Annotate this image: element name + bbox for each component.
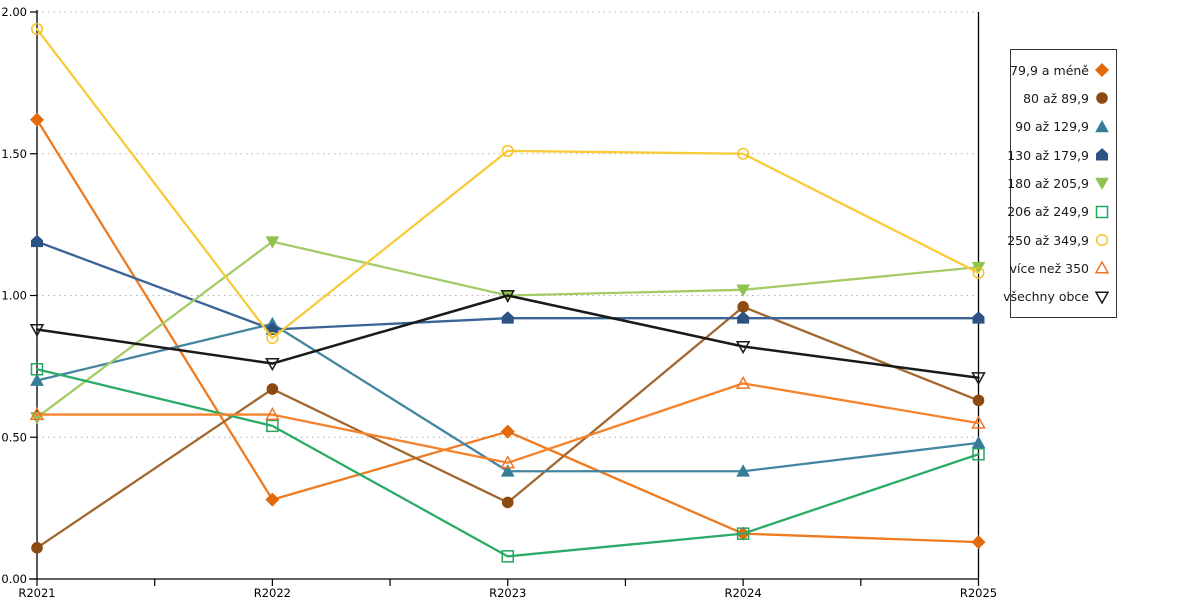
series-line	[35, 240, 980, 419]
data-point-marker	[29, 323, 45, 338]
data-point-marker	[1094, 291, 1110, 305]
data-point-marker	[972, 311, 985, 324]
data-point-marker	[501, 311, 514, 324]
legend-triangle-up-icon	[1094, 260, 1110, 275]
data-point-marker	[266, 322, 279, 336]
data-point-marker	[500, 424, 515, 439]
data-point-marker	[501, 550, 514, 563]
legend-item-label: 80 až 89,9	[1023, 90, 1089, 106]
legend-item-label: všechny obce	[1003, 289, 1089, 305]
data-point-marker	[1095, 178, 1109, 191]
data-point-marker	[266, 383, 279, 395]
data-point-marker	[266, 419, 279, 433]
legend-item-label: 130 až 179,9	[1007, 147, 1089, 163]
data-point-marker	[30, 362, 44, 376]
legend-item-label: 79,9 a méně	[1010, 62, 1089, 78]
data-point-marker	[30, 22, 44, 36]
y-axis-tick-label: 2.00	[1, 5, 27, 19]
data-point-marker	[736, 464, 750, 477]
data-point-marker	[265, 236, 280, 249]
data-point-marker	[1094, 260, 1110, 275]
x-axis-tick-label: R2025	[960, 586, 997, 600]
data-point-marker	[501, 496, 514, 509]
data-point-marker	[737, 147, 750, 160]
data-point-marker	[971, 372, 986, 386]
data-point-marker	[500, 289, 516, 304]
data-point-marker	[736, 284, 750, 297]
legend-triangle-up-icon	[1095, 119, 1109, 133]
legend-triangle-down-icon	[1095, 178, 1109, 191]
y-axis-tick-label: 0.00	[1, 572, 27, 586]
legend-circle-icon	[1096, 92, 1108, 105]
legend-square-icon	[1095, 205, 1109, 219]
data-point-marker	[501, 144, 514, 157]
series-line	[35, 27, 980, 340]
series-line	[35, 382, 980, 464]
data-point-marker	[1096, 148, 1108, 161]
series-line	[35, 118, 980, 544]
legend-circle-icon	[1095, 234, 1109, 247]
data-point-marker	[29, 112, 45, 127]
data-point-marker	[265, 407, 280, 421]
x-axis-tick-label: R2021	[18, 586, 55, 600]
legend-item: 80 až 89,9	[1013, 87, 1110, 109]
data-point-marker	[971, 435, 986, 449]
x-axis-tick-label: R2023	[489, 586, 526, 600]
data-point-marker	[971, 535, 986, 550]
data-point-marker	[265, 357, 280, 372]
legend-item: 206 až 249,9	[1007, 201, 1110, 223]
data-point-marker	[736, 527, 750, 540]
data-point-marker	[737, 311, 750, 324]
data-point-marker	[31, 542, 43, 554]
x-axis-tick-label: R2024	[724, 586, 761, 600]
data-point-marker	[1095, 234, 1109, 247]
data-point-marker	[1094, 63, 1110, 78]
legend-item: všechny obce	[1003, 286, 1110, 308]
data-point-marker	[737, 301, 749, 313]
data-point-marker	[972, 266, 985, 279]
legend-item-label: více než 350	[1009, 260, 1089, 276]
data-point-marker	[31, 234, 43, 248]
legend-item: 130 až 179,9	[1007, 144, 1110, 166]
series-line	[35, 294, 980, 379]
y-axis-tick-label: 1.00	[1, 289, 27, 303]
legend: 79,9 a méně 80 až 89,9 90 až 129,9 130 až 1…	[1003, 49, 1117, 318]
legend-pentagon-icon	[1096, 148, 1108, 161]
legend-item-label: 250 až 349,9	[1007, 232, 1089, 248]
data-point-marker	[265, 492, 280, 507]
legend-item: 79,9 a méně	[1010, 59, 1110, 81]
data-point-marker	[1096, 92, 1108, 105]
data-point-marker	[29, 407, 45, 421]
legend-item-label: 206 až 249,9	[1007, 204, 1089, 220]
data-point-marker	[972, 448, 985, 461]
data-point-marker	[1095, 205, 1109, 219]
series-line	[35, 322, 980, 473]
y-axis-tick-label: 0.50	[1, 430, 27, 444]
legend-item: 250 až 349,9	[1007, 229, 1110, 251]
y-axis-tick-label: 1.50	[1, 147, 27, 161]
legend-triangle-down-icon	[1094, 291, 1110, 305]
data-point-marker	[972, 394, 985, 407]
x-axis-tick-label: R2022	[254, 586, 291, 600]
data-point-marker	[266, 331, 279, 345]
legend-item: 90 až 129,9	[1013, 116, 1110, 138]
legend-item-label: 90 až 129,9	[1015, 119, 1089, 135]
data-point-marker	[735, 340, 751, 355]
legend-item-label: 180 až 205,9	[1007, 175, 1089, 191]
legend-diamond-icon	[1094, 63, 1110, 78]
data-point-marker	[30, 373, 44, 386]
data-point-marker	[971, 415, 986, 429]
legend-item: více než 350	[1009, 257, 1110, 279]
data-point-marker	[735, 375, 751, 389]
legend-item: 180 až 205,9	[1007, 172, 1110, 194]
data-point-marker	[500, 464, 515, 477]
data-point-marker	[1095, 119, 1109, 133]
data-point-marker	[500, 455, 516, 469]
series-line	[35, 368, 980, 558]
